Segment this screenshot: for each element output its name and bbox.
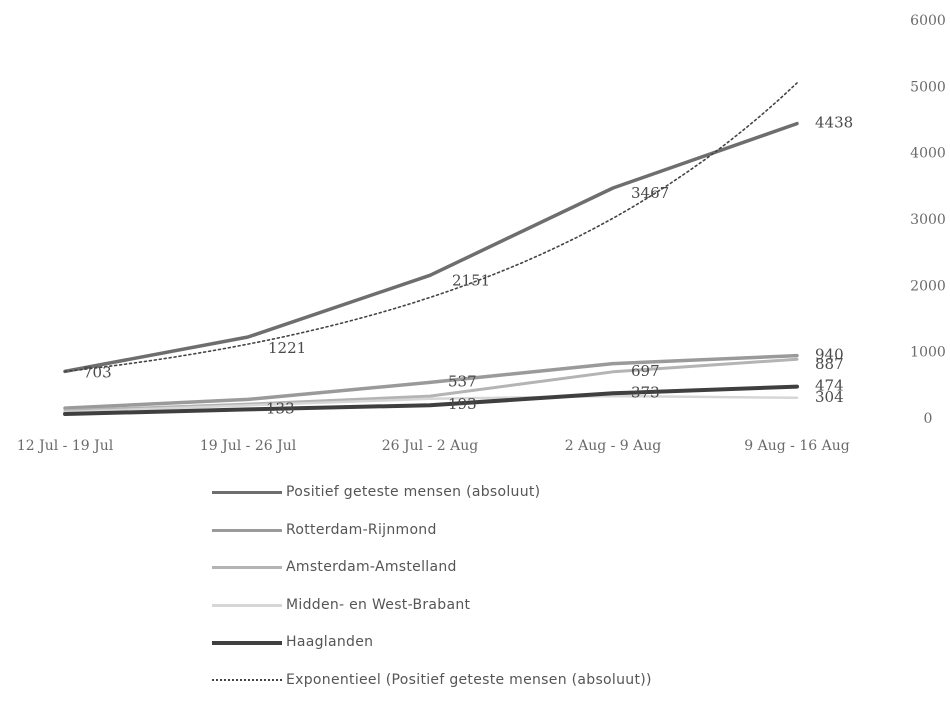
data-point [611, 362, 615, 365]
legend-item: Haaglanden [212, 628, 772, 656]
legend-item: Amsterdam-Amstelland [212, 553, 772, 581]
y-tick-label: 3000 [910, 212, 946, 228]
data-label: 703 [83, 363, 112, 381]
legend-item: Midden- en West-Brabant [212, 591, 772, 619]
legend-label: Positief geteste mensen (absoluut) [286, 484, 541, 500]
y-tick-label: 2000 [910, 278, 946, 294]
series-line-4 [63, 384, 799, 416]
data-label: 4438 [815, 114, 853, 132]
y-tick-label: 0 [924, 411, 933, 427]
y-tick-label: 4000 [910, 146, 946, 162]
data-point [428, 394, 432, 398]
x-tick-label: 9 Aug - 16 Aug [744, 438, 849, 454]
x-tick-label: 26 Jul - 2 Aug [382, 438, 478, 454]
line-chart: 0 1000 2000 3000 4000 5000 6000 12 Jul - 19 Jul… [17, 13, 946, 454]
data-label: 2151 [452, 271, 490, 289]
data-label: 133 [266, 399, 295, 417]
data-point [428, 274, 432, 277]
data-point [795, 396, 799, 400]
data-point [611, 186, 615, 190]
legend-label: Rotterdam-Rijnmond [286, 521, 437, 538]
y-tick-label: 5000 [910, 79, 946, 95]
legend-swatch [212, 600, 282, 610]
y-tick-label: 1000 [910, 345, 946, 361]
legend-label: Haaglanden [286, 634, 374, 650]
data-point [246, 408, 250, 411]
legend-label: Midden- en West-Brabant [286, 596, 471, 613]
legend-swatch [212, 675, 282, 685]
data-point [611, 370, 615, 373]
data-point [246, 404, 250, 407]
legend-item: Positief geteste mensen (absoluut) [212, 478, 772, 506]
x-tick-label: 12 Jul - 19 Jul [17, 438, 114, 454]
data-point [795, 385, 799, 388]
data-point [795, 357, 799, 361]
legend-swatch [212, 525, 282, 535]
data-label: 304 [815, 388, 844, 406]
data-point [795, 122, 799, 125]
x-tick-label: 19 Jul - 26 Jul [200, 438, 297, 454]
y-tick-label: 6000 [910, 13, 946, 29]
legend-swatch [212, 487, 282, 497]
legend: Positief geteste mensen (absoluut) Rotter… [212, 478, 772, 703]
data-label: 940 [815, 346, 844, 364]
x-tick-label: 2 Aug - 9 Aug [565, 438, 662, 454]
data-point [428, 381, 432, 384]
legend-label: Exponentieel (Positief geteste mensen (a… [286, 671, 652, 688]
data-label: 3467 [631, 184, 669, 202]
data-label: 474 [815, 377, 844, 395]
data-point [63, 412, 67, 416]
series-line-5 [64, 82, 798, 373]
data-label: 193 [448, 395, 477, 413]
data-point [795, 354, 799, 357]
data-point [428, 397, 432, 400]
data-label: 887 [815, 355, 844, 373]
legend-swatch [212, 562, 282, 572]
legend-label: Amsterdam-Amstelland [286, 559, 457, 575]
data-point [246, 335, 250, 339]
data-label: 1221 [268, 339, 306, 357]
data-label: 537 [448, 372, 477, 390]
series-line-0 [63, 121, 799, 374]
data-label: 373 [631, 383, 660, 401]
data-point [611, 394, 615, 398]
data-point [63, 406, 67, 410]
data-label: 697 [631, 362, 660, 380]
legend-swatch [212, 637, 282, 647]
data-point [246, 398, 250, 401]
legend-item: Rotterdam-Rijnmond [212, 516, 772, 544]
data-point [611, 392, 615, 395]
data-point [428, 403, 432, 407]
legend-item: Exponentieel (Positief geteste mensen (a… [212, 666, 772, 694]
